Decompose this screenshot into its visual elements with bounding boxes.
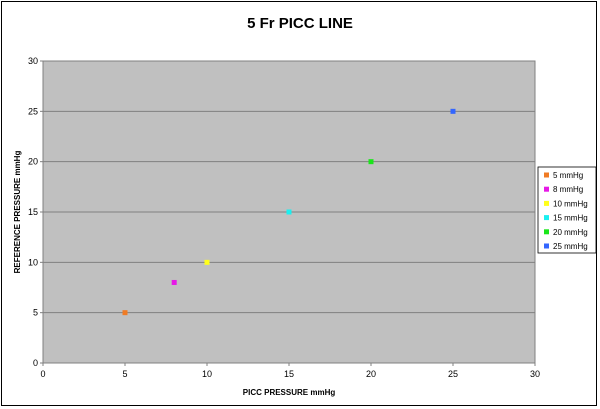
data-point xyxy=(286,209,292,215)
chart-title: 5 Fr PICC LINE xyxy=(247,15,353,32)
y-axis-ticks: 0 5 10 15 20 25 30 xyxy=(28,56,43,368)
x-tick-label: 25 xyxy=(448,369,458,379)
legend-marker xyxy=(544,172,549,178)
data-point xyxy=(122,310,128,316)
legend-marker xyxy=(544,200,549,206)
x-axis-title: PICC PRESSURE mmHg xyxy=(243,388,336,397)
x-axis-ticks: 0 5 10 15 20 25 30 xyxy=(40,363,540,379)
legend-marker xyxy=(544,229,549,235)
y-axis-title: REFERENCE PRESSURE mmHg xyxy=(13,151,22,274)
y-tick-label: 0 xyxy=(33,358,38,368)
x-tick-label: 5 xyxy=(122,369,127,379)
legend-box xyxy=(537,166,597,254)
y-tick-label: 10 xyxy=(28,257,38,267)
legend-marker xyxy=(544,243,549,249)
y-tick-label: 20 xyxy=(28,157,38,167)
legend-label: 20 mmHg xyxy=(553,228,588,237)
legend: 5 mmHg 8 mmHg 10 mmHg 15 mmHg 20 mmHg 25 mmHg xyxy=(537,166,597,254)
x-tick-label: 0 xyxy=(40,369,45,379)
x-tick-label: 20 xyxy=(366,369,376,379)
legend-label: 5 mmHg xyxy=(553,171,583,180)
data-point xyxy=(171,279,177,285)
legend-marker xyxy=(544,186,549,192)
y-tick-label: 5 xyxy=(33,308,38,318)
x-tick-label: 30 xyxy=(530,369,540,379)
legend-label: 8 mmHg xyxy=(553,185,583,194)
legend-label: 10 mmHg xyxy=(553,199,588,208)
legend-label: 15 mmHg xyxy=(553,214,588,223)
y-tick-label: 30 xyxy=(28,56,38,66)
legend-label: 25 mmHg xyxy=(553,242,588,251)
legend-marker xyxy=(544,215,549,221)
y-tick-label: 15 xyxy=(28,207,38,217)
y-tick-label: 25 xyxy=(28,106,38,116)
x-tick-label: 15 xyxy=(284,369,294,379)
data-point xyxy=(450,108,456,114)
data-points xyxy=(122,108,456,316)
data-point xyxy=(204,259,210,265)
data-point xyxy=(368,159,374,165)
x-tick-label: 10 xyxy=(202,369,212,379)
